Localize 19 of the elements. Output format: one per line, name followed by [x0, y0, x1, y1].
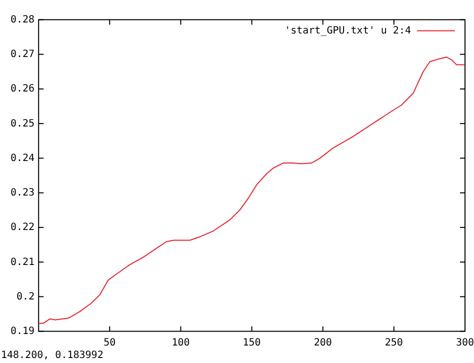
y-tick-label: 0.26 [10, 84, 35, 95]
legend-label: 'start_GPU.txt' u 2:4 [284, 25, 411, 36]
x-tick-label: 50 [104, 337, 116, 348]
line-series [38, 56, 465, 324]
y-tick-label: 0.23 [10, 188, 35, 199]
y-tick-label: 0.22 [10, 222, 35, 234]
y-tick-label: 0.25 [10, 118, 35, 130]
y-tick-label: 0.19 [10, 326, 35, 338]
x-tick-label: 200 [314, 337, 332, 348]
text: 148.200, 0.183992 [1, 350, 104, 361]
y-tick-label: 0.2 [16, 291, 35, 302]
y-tick-label: 0.27 [10, 49, 35, 60]
y-tick-label: 0.24 [10, 152, 35, 164]
y-tick-label: 0.28 [10, 14, 35, 26]
y-tick-label: 0.21 [10, 256, 35, 268]
x-tick-label: 300 [456, 337, 474, 348]
x-tick-label: 100 [172, 337, 190, 348]
x-tick-label: 250 [384, 337, 403, 348]
x-tick-label: 150 [242, 337, 261, 348]
